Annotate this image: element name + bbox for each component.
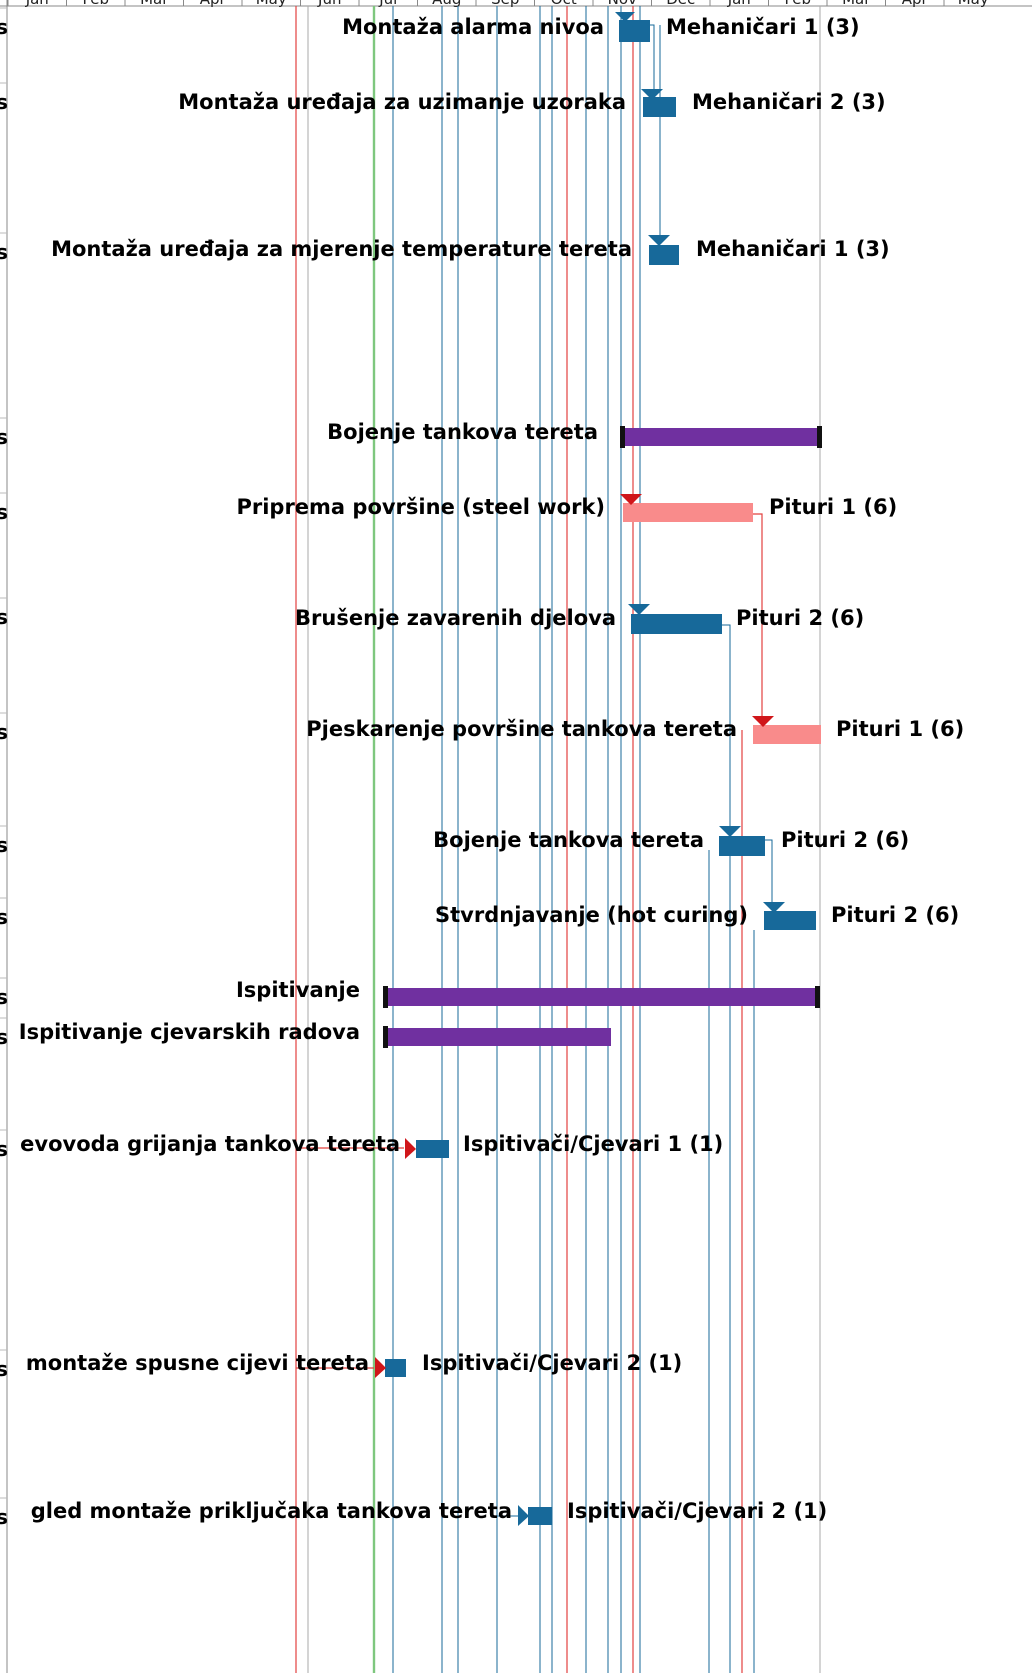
month-label: Apr [902,0,929,8]
task-name: Montaža alarma nivoa [342,15,604,39]
milestone-arrow [615,12,635,22]
task-bars [375,12,822,1526]
task-name: Montaža uređaja za uzimanje uzoraka [178,90,626,114]
task-bar[interactable] [631,614,722,634]
task-bar[interactable] [623,503,753,522]
task-name: Pjeskarenje površine tankova tereta [306,717,737,741]
row-marker: s [0,15,8,39]
month-label: Dec [666,0,695,8]
task-name: Bojenje tankova tereta [433,828,704,852]
task-name: gled montaže priključaka tankova tereta [31,1499,512,1523]
resource-name: Ispitivači/Cjevari 2 (1) [422,1351,682,1375]
summary-bar[interactable] [383,988,819,1006]
month-label: Jun [317,0,341,8]
milestone-arrow [628,604,650,615]
task-bar[interactable] [643,97,676,117]
task-bar[interactable] [649,245,679,265]
row-marker: s [0,240,8,264]
task-bar[interactable] [619,20,650,42]
task-name: evovoda grijanja tankova tereta [20,1132,400,1156]
row-marker: s [0,605,8,629]
month-label: Nov [608,0,637,8]
task-name: Stvrdnjavanje (hot curing) [435,903,748,927]
milestone-arrow [641,89,663,100]
task-bar[interactable] [416,1140,449,1158]
task-name: Bojenje tankova tereta [327,420,598,444]
task-name: Brušenje zavarenih djelova [295,606,616,630]
resource-name: Pituri 1 (6) [836,717,964,741]
row-marker: s [0,1137,8,1161]
milestone-arrow [648,235,670,246]
milestone-arrow [763,902,785,913]
milestone-arrow [375,1357,386,1378]
month-label: Sep [491,0,519,8]
row-marker: s [0,833,8,857]
milestone-arrow [719,826,741,837]
month-label: Oct [551,0,577,8]
resource-name: Pituri 2 (6) [781,828,909,852]
month-label: May [256,0,287,8]
task-name: Ispitivanje cjevarskih radova [19,1020,360,1044]
month-label: May [958,0,989,8]
resource-name: Mehaničari 2 (3) [692,90,886,114]
month-label: Apr [200,0,227,8]
task-bar[interactable] [719,836,765,856]
milestone-arrow [518,1505,529,1526]
milestone-arrow [752,716,774,727]
milestone-arrow [405,1138,416,1159]
month-label: Jul [378,0,397,8]
summary-bar[interactable] [383,1028,611,1046]
task-name: montaže spusne cijevi tereta [26,1351,369,1375]
task-labels: Montaža alarma nivoa Montaža uređaja za … [19,15,748,1523]
resource-name: Ispitivači/Cjevari 2 (1) [567,1499,827,1523]
month-label: Feb [82,0,109,8]
link-lines [295,6,821,1673]
row-marker: s [0,720,8,744]
row-marker: s [0,1357,8,1381]
month-label: Aug [432,0,461,8]
resource-name: Mehaničari 1 (3) [696,237,890,261]
month-label: Mar [842,0,871,8]
row-marker: s [0,905,8,929]
row-marker: s [0,425,8,449]
resource-labels: Mehaničari 1 (3) Mehaničari 2 (3) Mehani… [422,15,964,1523]
month-label: Feb [784,0,811,8]
task-bar[interactable] [753,725,821,744]
month-label: Mar [140,0,169,8]
resource-name: Pituri 2 (6) [736,606,864,630]
task-bar[interactable] [385,1359,406,1377]
row-marker: s [0,1505,8,1529]
row-marker: s [0,985,8,1009]
row-marker: s [0,1025,8,1049]
summary-bar[interactable] [620,428,820,446]
task-bar[interactable] [528,1507,552,1525]
task-name: Montaža uređaja za mjerenje temperature … [51,237,632,261]
resource-name: Ispitivači/Cjevari 1 (1) [463,1132,723,1156]
task-name: Priprema površine (steel work) [236,495,605,519]
resource-name: Pituri 1 (6) [769,495,897,519]
resource-name: Pituri 2 (6) [831,903,959,927]
month-label: Jan [727,0,751,8]
row-marker: s [0,90,8,114]
task-bar[interactable] [764,911,816,930]
row-marker: s [0,500,8,524]
task-name: Ispitivanje [236,978,360,1002]
resource-name: Mehaničari 1 (3) [666,15,860,39]
milestone-arrow [620,494,642,505]
month-label: Jan [25,0,49,8]
